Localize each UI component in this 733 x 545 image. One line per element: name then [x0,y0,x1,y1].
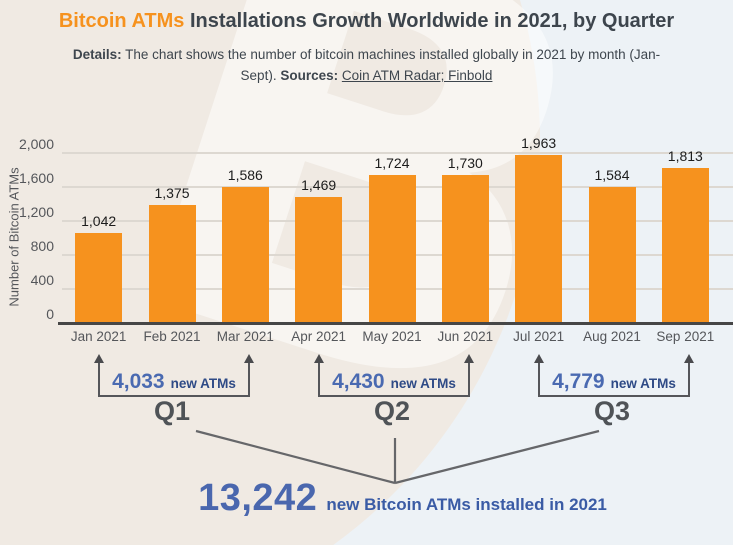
quarter-label: Q2 [373,396,411,426]
quarter-new-atms-suffix: new ATMs [610,376,676,391]
arrow-up-icon [93,354,104,363]
total-value: 13,242 [198,477,318,519]
arrow-up-icon [464,354,475,363]
bar [221,187,269,322]
x-tick-label: Jul 2021 [513,329,565,344]
details-body: The chart shows the number of bitcoin ma… [121,47,661,83]
bar [75,233,123,322]
arrow-up-icon [684,354,695,363]
page-title-rest: Installations Growth Worldwide in 2021, … [184,10,675,32]
x-tick-label: Aug 2021 [583,329,641,344]
x-tick-label: Apr 2021 [291,329,347,344]
quarter-new-atms-label: 4,033 new ATMs [100,370,249,394]
quarter-new-atms-suffix: new ATMs [390,376,456,391]
x-tick-label: Jun 2021 [437,329,494,344]
quarter-bracket: 4,033 new ATMs [93,354,255,397]
y-tick-label: 400 [30,272,54,288]
quarter-label: Q1 [153,396,191,426]
quarter-new-atms-value: 4,430 [332,370,385,393]
x-tick-label: Sep 2021 [656,329,715,344]
bar-value-label: 1,042 [81,213,117,230]
arrow-up-icon [533,354,544,363]
gridline [62,152,733,154]
bar [515,155,563,322]
sources-label: Sources: [280,68,342,83]
bar-value-label: 1,724 [374,155,410,172]
total-label: new Bitcoin ATMs installed in 2021 [326,495,607,514]
quarter-new-atms-label: 4,779 new ATMs [540,370,689,394]
bar [441,174,489,322]
bar-value-label: 1,375 [154,185,190,202]
y-tick-label: 800 [30,238,54,254]
total-summary: 13,242 new Bitcoin ATMs installed in 2021 [72,477,733,520]
quarter-bracket: 4,430 new ATMs [313,354,475,397]
arrow-up-icon [244,354,255,363]
x-tick-label: Feb 2021 [143,329,201,344]
quarter-new-atms-value: 4,033 [112,370,165,393]
bar-value-label: 1,584 [594,167,630,184]
x-axis-line [58,322,733,325]
x-tick-label: Mar 2021 [216,329,274,344]
arrow-up-icon [313,354,324,363]
y-tick-label: 0 [46,306,54,322]
page-title: Bitcoin ATMs Installations Growth Worldw… [0,10,733,33]
bar [588,187,636,322]
quarter-bracket: 4,779 new ATMs [533,354,695,397]
y-tick-label: 1,600 [18,170,54,186]
bar-value-label: 1,963 [521,135,557,152]
quarter-new-atms-value: 4,779 [552,370,605,393]
y-tick-label: 2,000 [18,136,54,152]
bar [661,167,709,322]
bar [368,175,416,322]
x-tick-label: Jan 2021 [70,329,127,344]
quarter-new-atms-label: 4,430 new ATMs [320,370,469,394]
bar-value-label: 1,813 [667,147,703,164]
bar-value-label: 1,730 [447,154,483,171]
x-tick-label: May 2021 [362,329,422,344]
quarter-label: Q3 [593,396,631,426]
bar [295,197,343,322]
details-paragraph: Details: The chart shows the number of b… [66,44,667,86]
bar-value-label: 1,469 [301,177,337,194]
quarter-new-atms-suffix: new ATMs [170,376,236,391]
bar [148,205,196,322]
page-title-accent: Bitcoin ATMs [58,10,185,32]
bar-value-label: 1,586 [227,167,263,184]
y-tick-label: 1,200 [18,204,54,220]
details-label: Details: [72,47,122,62]
sources-link[interactable]: Coin ATM Radar; Finbold [341,68,493,83]
